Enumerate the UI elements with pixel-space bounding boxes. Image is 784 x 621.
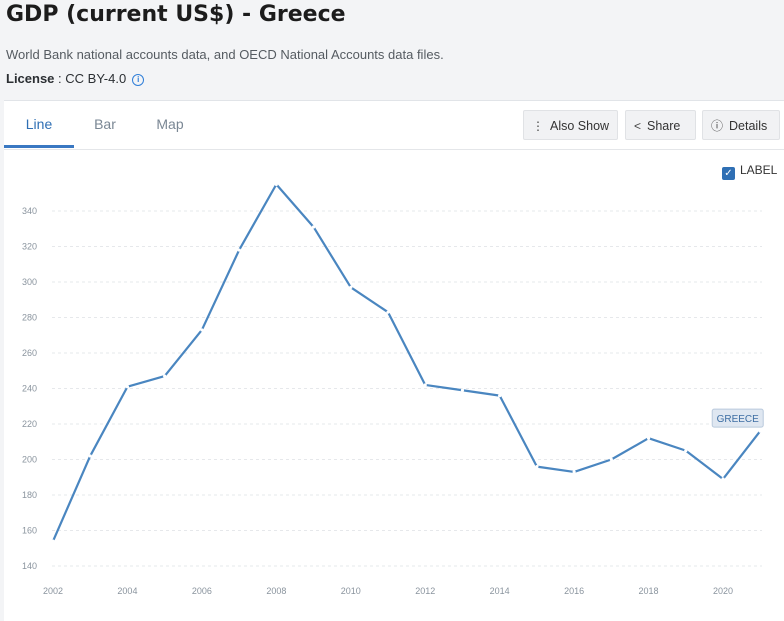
data-point[interactable] <box>572 470 576 474</box>
x-tick-label: 2008 <box>266 586 286 596</box>
info-icon[interactable]: i <box>132 74 145 86</box>
data-point[interactable] <box>88 454 92 458</box>
y-tick-label: 240 <box>22 384 37 394</box>
license-label: License <box>6 71 55 86</box>
data-point[interactable] <box>423 383 427 387</box>
label-toggle[interactable]: ✓ LABEL <box>722 163 777 180</box>
y-tick-label: 340 <box>22 206 37 216</box>
share-label: Share <box>647 119 681 133</box>
x-tick-label: 2016 <box>564 586 584 596</box>
page-title: GDP (current US$) - Greece <box>6 2 346 27</box>
tab-map[interactable]: Map <box>156 116 184 132</box>
y-tick-label: 280 <box>22 313 37 323</box>
label-checkbox[interactable]: ✓ <box>722 167 735 180</box>
x-tick-label: 2006 <box>192 586 212 596</box>
chart-panel: Line Bar Map ⋮ Also Show < Share ⓘ Details … <box>4 100 784 621</box>
data-point[interactable] <box>758 429 762 433</box>
x-axis-ticks: 2002 2004 2006 2008 2010 2012 2014 2016 2018 2020 <box>43 586 733 596</box>
y-tick-label: 160 <box>22 526 37 536</box>
series-label-layer: GREECE <box>711 408 764 428</box>
y-tick-label: 180 <box>22 490 37 500</box>
data-point[interactable] <box>609 457 613 462</box>
series-greece <box>51 182 762 543</box>
data-point[interactable] <box>498 394 502 398</box>
y-tick-label: 200 <box>22 455 37 465</box>
share-icon: < <box>634 119 642 133</box>
license-line: License : CC BY-4.0 i <box>6 71 145 86</box>
label-toggle-text: LABEL <box>740 163 778 177</box>
x-tick-label: 2014 <box>490 586 510 596</box>
info-circle-icon: ⓘ <box>711 119 724 133</box>
series-line-greece[interactable] <box>51 183 762 542</box>
data-point[interactable] <box>237 248 241 252</box>
also-show-label: Also Show <box>550 119 610 133</box>
tab-line[interactable]: Line <box>4 101 74 148</box>
x-tick-label: 2004 <box>117 586 137 596</box>
data-point[interactable] <box>535 465 539 469</box>
data-point[interactable] <box>349 285 353 289</box>
data-point[interactable] <box>460 388 465 392</box>
details-label: Details <box>729 119 768 133</box>
series-label-box <box>711 408 764 428</box>
grid-lines <box>52 210 762 567</box>
tab-bar[interactable]: Bar <box>94 116 116 132</box>
data-point[interactable] <box>274 182 278 186</box>
y-axis-ticks: 140 160 180 200 220 240 260 280 300 320 340 <box>22 206 37 571</box>
data-point[interactable] <box>51 539 55 543</box>
x-tick-label: 2018 <box>639 586 659 596</box>
data-point[interactable] <box>200 328 204 332</box>
data-point[interactable] <box>646 436 651 440</box>
x-tick-label: 2012 <box>415 586 435 596</box>
y-tick-label: 140 <box>22 561 37 571</box>
data-point[interactable] <box>163 374 167 378</box>
y-tick-label: 300 <box>22 277 37 287</box>
data-point[interactable] <box>386 310 390 314</box>
chart-tabbar: Line Bar Map ⋮ Also Show < Share ⓘ Details <box>4 101 784 150</box>
y-tick-label: 220 <box>22 419 37 429</box>
series-label-greece: GREECE <box>717 414 760 425</box>
x-tick-label: 2020 <box>713 586 733 596</box>
more-vertical-icon: ⋮ <box>532 119 544 133</box>
x-tick-label: 2002 <box>43 586 63 596</box>
data-point[interactable] <box>721 477 725 481</box>
page-subtitle: World Bank national accounts data, and O… <box>6 47 444 62</box>
data-point[interactable] <box>125 385 130 389</box>
data-point[interactable] <box>684 449 688 453</box>
details-button[interactable]: ⓘ Details <box>702 110 780 140</box>
y-tick-label: 320 <box>22 242 37 252</box>
share-button[interactable]: < Share <box>625 110 696 140</box>
license-value: : CC BY-4.0 <box>54 71 127 86</box>
also-show-button[interactable]: ⋮ Also Show <box>523 110 618 140</box>
x-tick-label: 2010 <box>341 586 361 596</box>
data-point[interactable] <box>311 225 316 229</box>
y-tick-label: 260 <box>22 348 37 358</box>
